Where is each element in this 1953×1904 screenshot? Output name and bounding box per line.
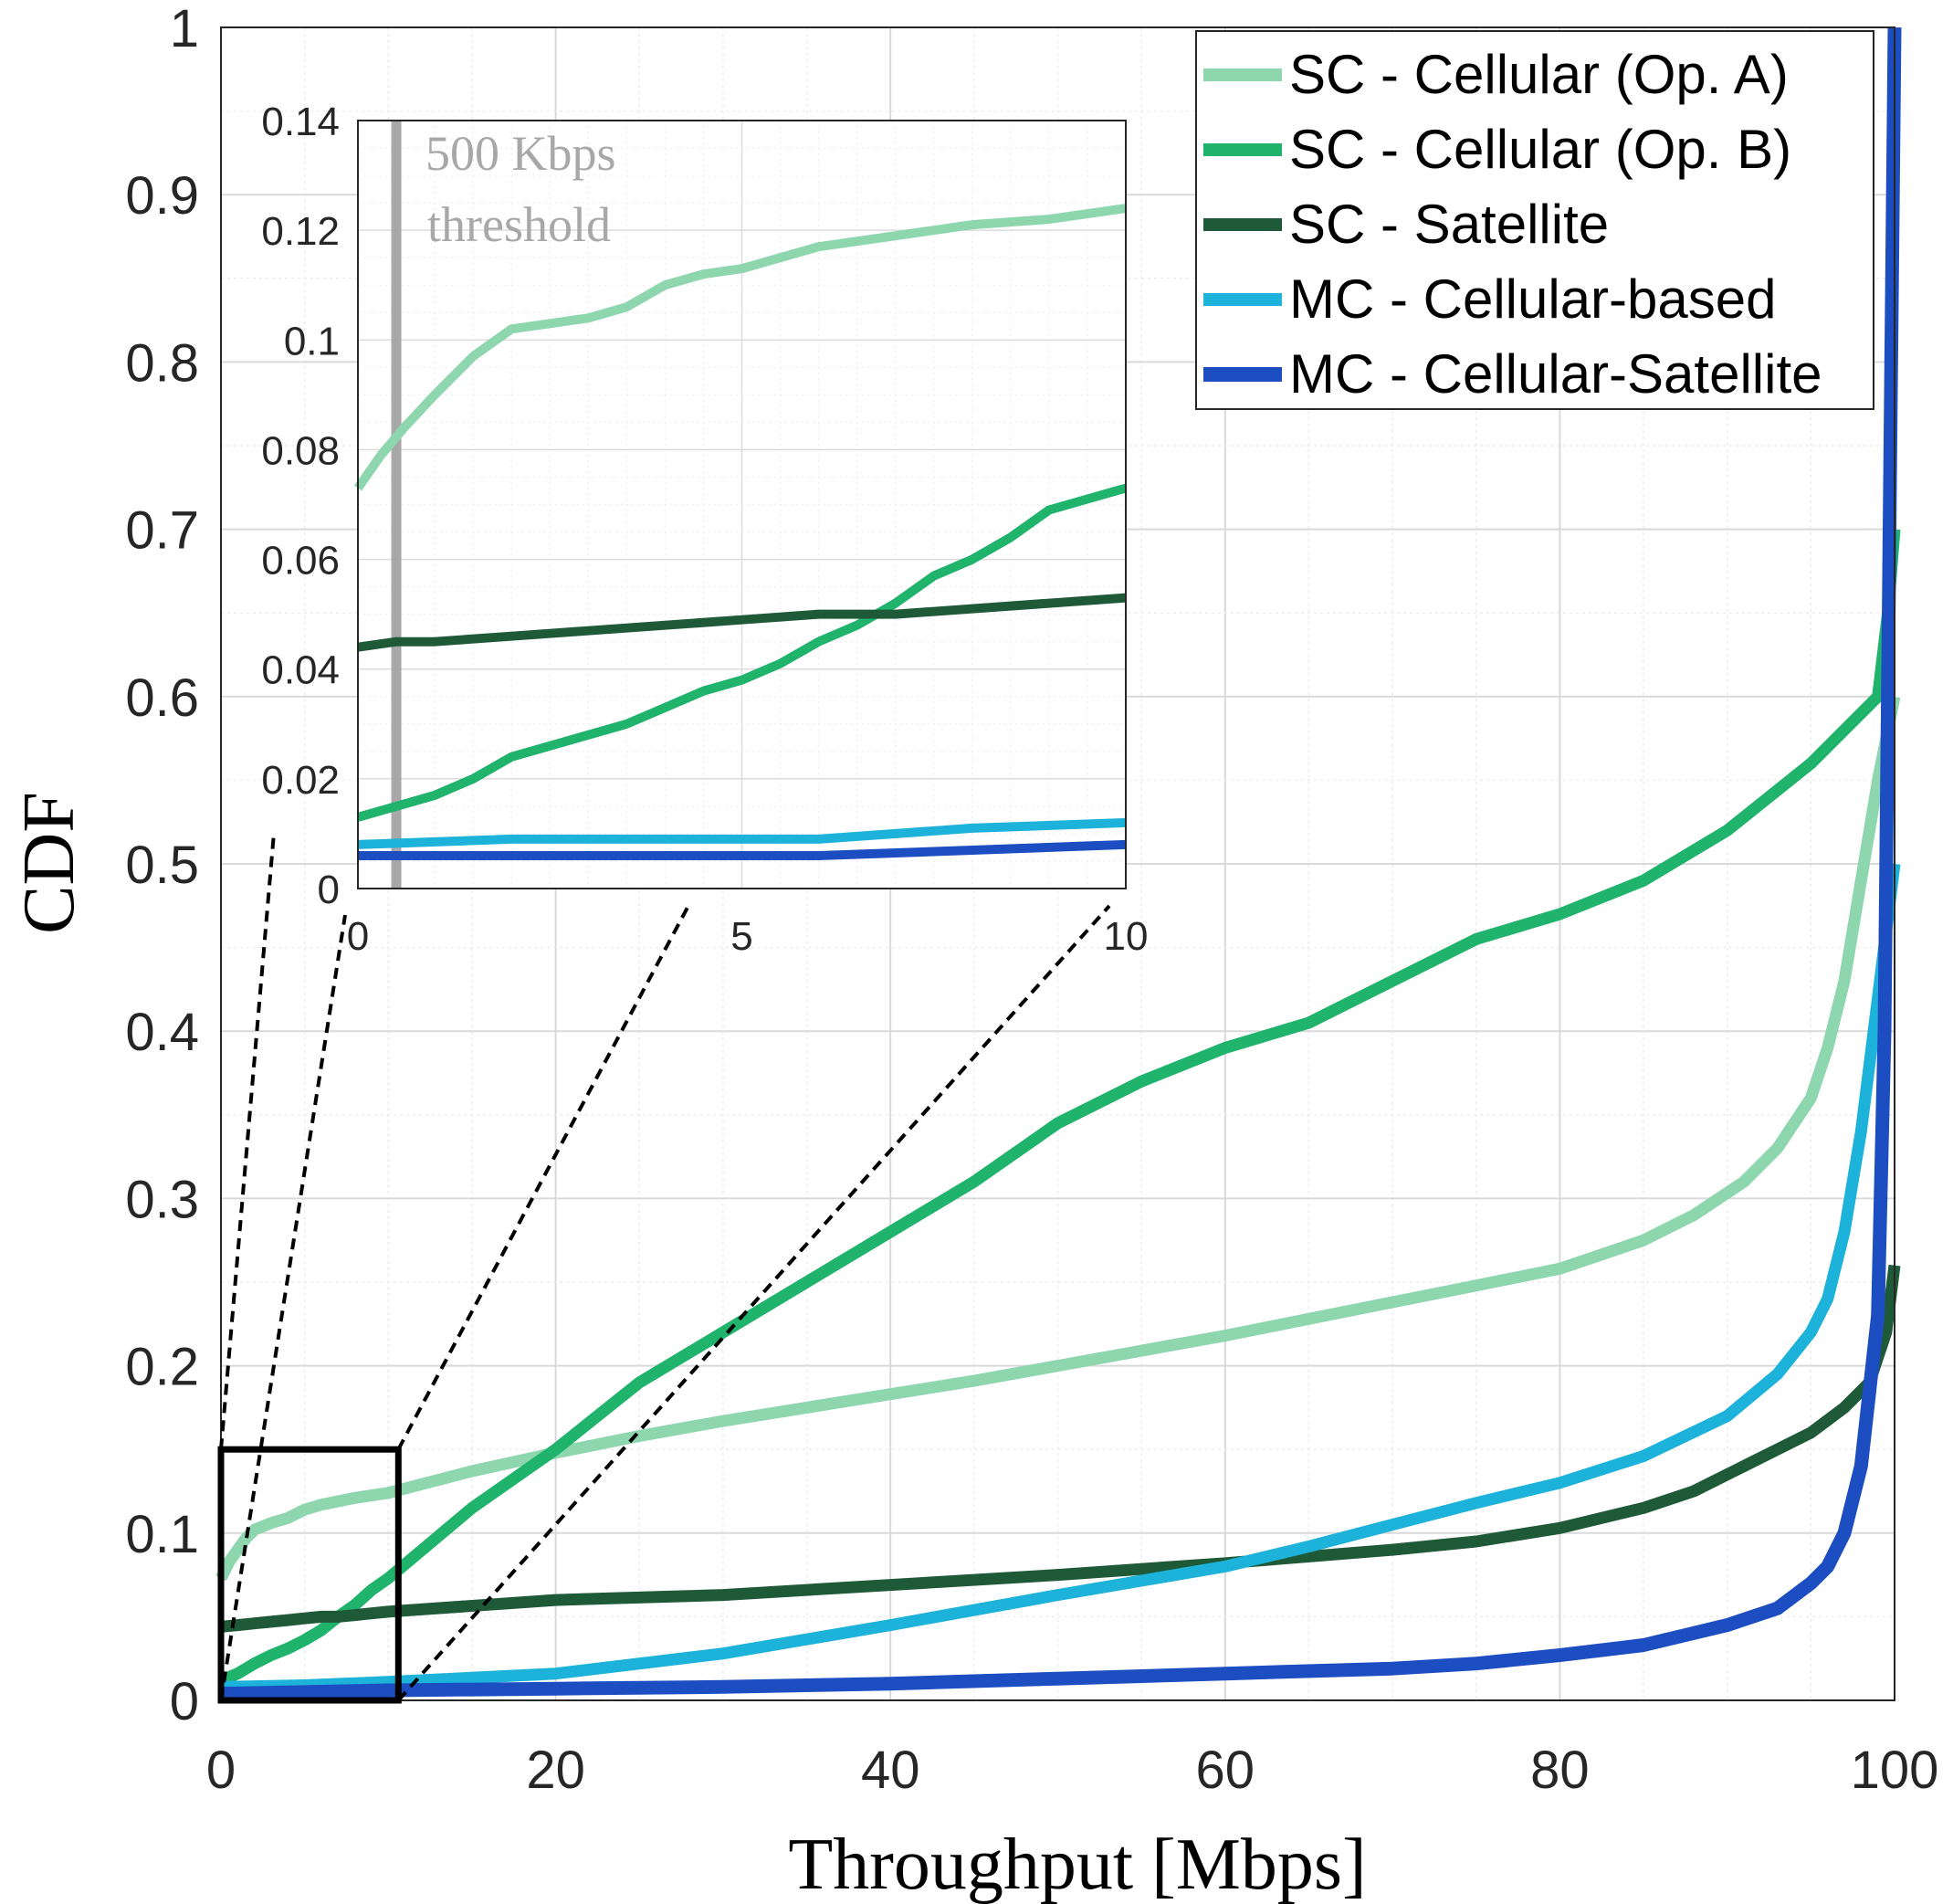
inset-y-tick-label: 0.1 [284, 319, 340, 363]
threshold-label-line1: 500 Kbps [425, 126, 616, 181]
inset-x-tick-label: 0 [347, 914, 369, 959]
y-tick-label: 0.3 [125, 1170, 199, 1229]
inset-y-tick-label: 0.04 [261, 648, 340, 693]
inset-series-line-sc-cellular-op-a [353, 204, 1127, 491]
series-line-sc-satellite [220, 1264, 1901, 1633]
inset-series-line-sc-cellular-op-b [356, 483, 1128, 822]
legend-entry-label: SC - Cellular (Op. B) [1289, 119, 1791, 180]
legend-entry-label: MC - Cellular-based [1289, 268, 1777, 330]
inset-plot: 0 5 10 0 0.02 0.04 0.06 0.08 0.1 0.12 0.14 500 Kbp… [261, 100, 1148, 959]
y-tick-label: 0.1 [125, 1505, 199, 1564]
main-plot-frame [220, 26, 1895, 1701]
inset-series [353, 204, 1128, 860]
zoom-connector [396, 904, 1111, 1702]
series-line-sc-cellular-op-b [218, 529, 1901, 1687]
x-tick-label: 40 [861, 1741, 920, 1800]
inset-y-tick-label: 0.08 [261, 428, 340, 473]
zoom-box [217, 1446, 402, 1704]
legend-box [1195, 30, 1874, 410]
y-tick-label: 1 [170, 0, 199, 58]
x-tick-label: 60 [1196, 1741, 1255, 1800]
y-tick-label: 0.9 [125, 166, 199, 226]
x-axis-title: Throughput [Mbps] [788, 1825, 1366, 1904]
inset-series-line-mc-cellular-satellite [358, 839, 1127, 860]
zoom-indicator [217, 832, 1111, 1704]
x-tick-label: 0 [206, 1741, 236, 1800]
y-axis-title: CDF [9, 792, 89, 934]
inset-y-tick-label: 0.02 [261, 758, 340, 803]
inset-grid [357, 120, 1127, 889]
y-tick-label: 0.6 [125, 668, 199, 728]
threshold-label-line2: threshold [427, 197, 611, 252]
series-line-mc-cellular-satellite [220, 26, 1902, 1701]
inset-y-tick-label: 0.12 [261, 209, 340, 254]
y-tick-label: 0.8 [125, 333, 199, 393]
x-tick-label: 80 [1530, 1741, 1590, 1800]
legend: SC - Cellular (Op. A) SC - Cellular (Op. … [1195, 30, 1874, 410]
legend-entry-label: MC - Cellular-Satellite [1289, 343, 1822, 405]
inset-x-tick-label: 10 [1104, 914, 1149, 959]
inset-frame [357, 120, 1127, 889]
series-line-mc-cellular-based [220, 863, 1901, 1693]
zoom-connector [396, 903, 691, 1451]
inset-series-line-mc-cellular-based [357, 817, 1127, 849]
legend-entry-label: SC - Cellular (Op. A) [1289, 44, 1789, 105]
series-line-sc-cellular-op-a [215, 695, 1901, 1582]
y-tick-label: 0.7 [125, 501, 199, 561]
y-tick-label: 0.2 [125, 1338, 199, 1397]
legend-entry-label: SC - Satellite [1289, 194, 1609, 255]
main-tick-labels: 0 20 40 60 80 10000.10.20.30.40.50.60.70.80.9… [125, 0, 1938, 1800]
inset-y-tick-label: 0 [318, 868, 340, 912]
y-tick-label: 0.4 [125, 1003, 199, 1062]
inset-tick-labels: 0 5 10 0 0.02 0.04 0.06 0.08 0.1 0.12 0.14 [261, 100, 1148, 959]
inset-series-line-sc-satellite [357, 593, 1127, 652]
x-tick-label: 20 [526, 1741, 585, 1800]
inset-x-tick-label: 5 [730, 914, 752, 959]
x-tick-label: 100 [1851, 1741, 1939, 1800]
y-tick-label: 0 [170, 1672, 199, 1731]
inset-y-tick-label: 0.06 [261, 539, 340, 584]
zoom-connector [219, 914, 347, 1701]
inset-y-tick-label: 0.14 [261, 100, 340, 144]
main-series [215, 26, 1902, 1701]
y-tick-label: 0.5 [125, 836, 199, 895]
zoom-connector [219, 832, 276, 1450]
